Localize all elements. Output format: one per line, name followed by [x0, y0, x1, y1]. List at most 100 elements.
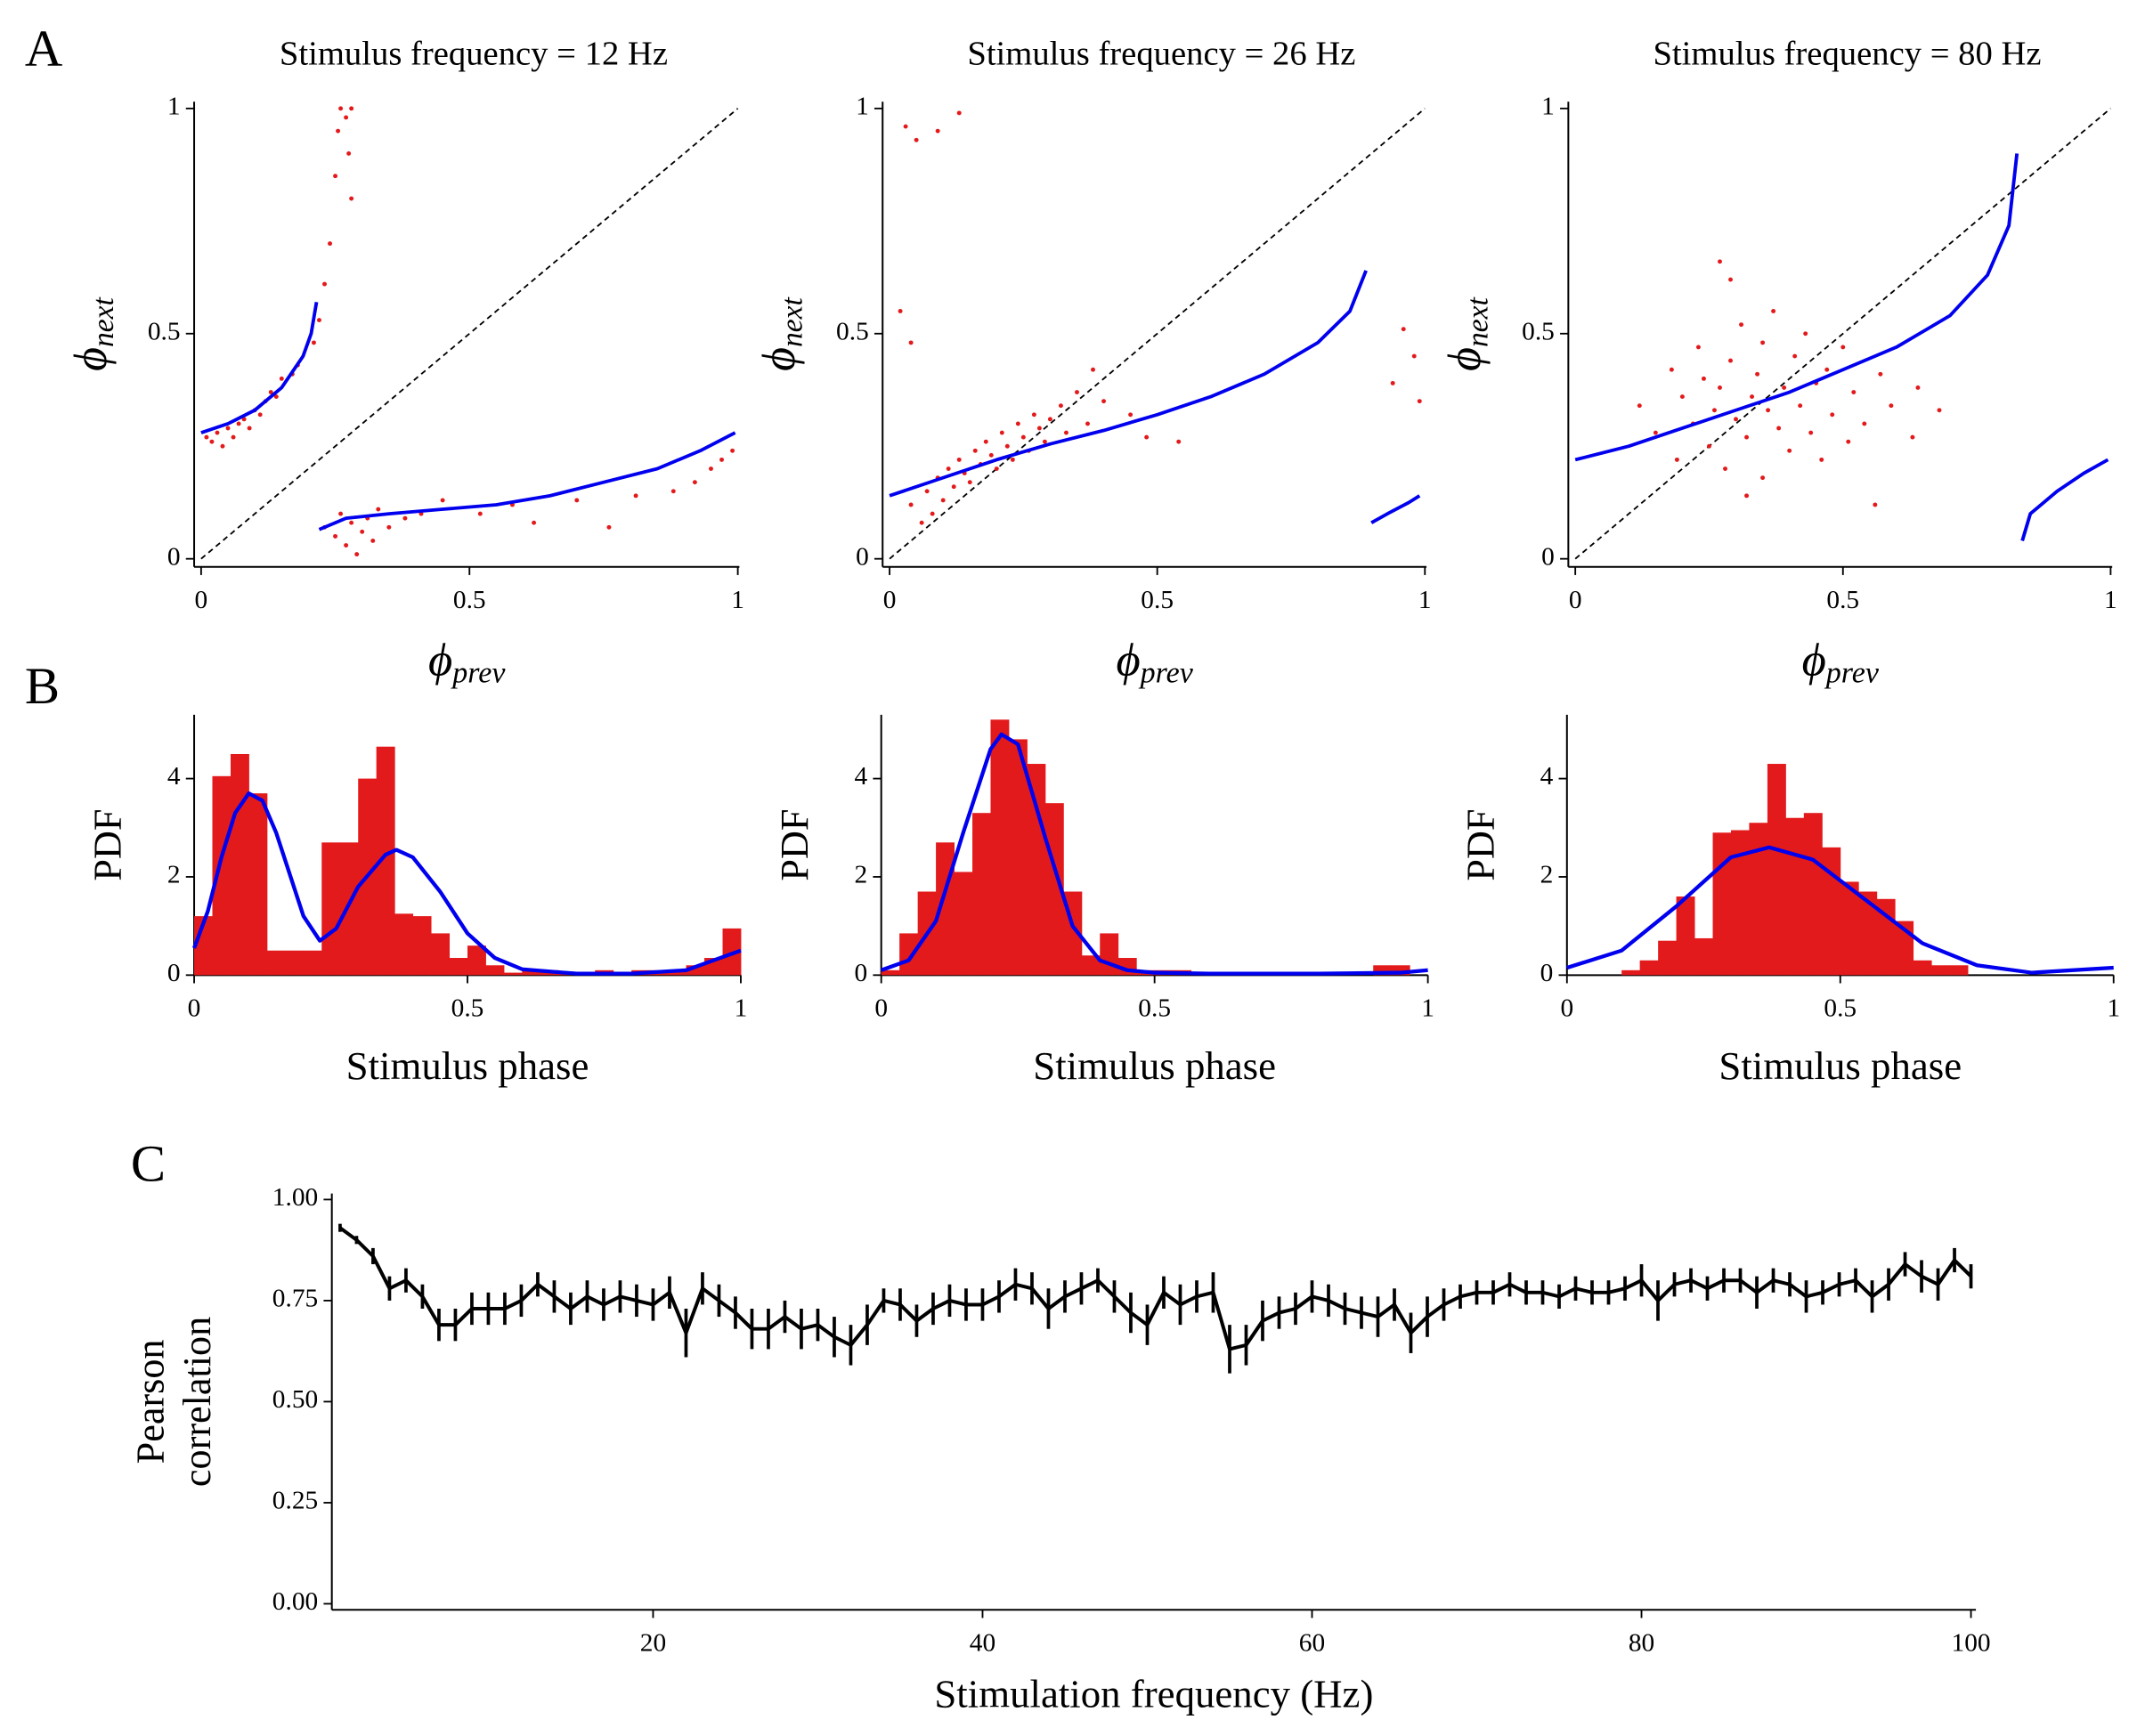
- scatter-point: [1669, 367, 1674, 372]
- y-tick-label: 0.5: [1522, 318, 1555, 346]
- scatter-point: [440, 498, 445, 503]
- scatter-point: [1910, 434, 1915, 440]
- scatter-point: [1718, 385, 1722, 390]
- histogram-bar: [467, 945, 486, 976]
- x-tick-label: 60: [1299, 1629, 1325, 1658]
- y-axis-label: PDF: [772, 809, 817, 881]
- scatter-point: [1739, 322, 1744, 328]
- x-tick-label: 1: [1418, 586, 1432, 614]
- x-label-symbol: ϕ: [428, 636, 452, 686]
- x-tick-label: 0.5: [1824, 994, 1857, 1023]
- scatter-point: [386, 524, 392, 530]
- histogram-bar: [431, 933, 451, 976]
- x-tick-label: 1: [2104, 586, 2117, 614]
- x-axis-label: Stimulus phase: [1719, 1043, 1962, 1088]
- scatter-point: [1085, 421, 1090, 426]
- scatter-point: [257, 412, 263, 418]
- y-tick-label: 2: [855, 861, 868, 889]
- scatter-point: [935, 128, 940, 134]
- scatter-point: [994, 466, 999, 471]
- scatter-point: [999, 430, 1004, 435]
- x-tick-label: 20: [640, 1629, 666, 1658]
- scatter-point: [1144, 434, 1150, 440]
- histogram-bar: [321, 842, 341, 976]
- x-axis-label: Stimulation frequency (Hz): [934, 1672, 1373, 1716]
- scatter-point: [1004, 443, 1010, 449]
- histogram-bar: [1767, 764, 1786, 976]
- scatter-point: [1718, 259, 1722, 264]
- scatter-point: [1036, 426, 1042, 431]
- scatter-point: [1723, 466, 1727, 471]
- scatter-point: [1873, 502, 1878, 507]
- scatter-point: [1712, 408, 1717, 413]
- scatter-point: [1176, 439, 1182, 444]
- identity-line: [889, 108, 1426, 560]
- scatter-point: [268, 390, 273, 394]
- scatter-point: [914, 137, 919, 142]
- scatter-point: [349, 196, 354, 201]
- x-tick-label: 40: [970, 1629, 995, 1658]
- scatter-point: [1851, 390, 1857, 394]
- scatter-point: [1411, 353, 1417, 359]
- scatter-point: [719, 457, 725, 462]
- x-tick-label: 0: [1560, 994, 1573, 1023]
- y-label-symbol: ϕ: [1440, 347, 1491, 371]
- scatter-point: [1862, 421, 1867, 426]
- scatter-point: [1846, 439, 1851, 444]
- x-tick-label: 0.5: [453, 586, 486, 614]
- histogram-bar: [266, 950, 286, 976]
- x-tick-label: 1: [731, 586, 744, 614]
- scatter-point: [1010, 457, 1015, 462]
- scatter-point: [1058, 403, 1063, 409]
- scatter-point: [1679, 394, 1685, 400]
- scatter-point: [236, 421, 241, 426]
- scatter-point: [376, 507, 381, 512]
- y-tick-label: 0: [167, 959, 181, 987]
- scatter-point: [1787, 448, 1792, 453]
- y-tick-label: 0.50: [272, 1385, 318, 1414]
- histogram-bar: [230, 753, 249, 976]
- histogram-bar: [522, 969, 541, 976]
- y-tick-label: 4: [855, 762, 868, 791]
- scatter-point: [273, 394, 279, 400]
- scatter-point: [338, 511, 344, 516]
- scatter-point: [1803, 331, 1808, 337]
- y-tick-label: 4: [167, 762, 181, 791]
- scatter-point: [204, 434, 209, 440]
- y-label-symbol: ϕ: [754, 347, 805, 371]
- scatter-point: [220, 443, 225, 449]
- y-tick-label: 0: [1540, 959, 1554, 987]
- scatter-point: [951, 484, 956, 490]
- histogram-bar: [376, 746, 395, 976]
- histogram-bar: [1730, 830, 1750, 976]
- scatter-point: [1042, 439, 1047, 444]
- scatter-point: [360, 529, 365, 534]
- chart-title: Stimulus frequency = 80 Hz: [1653, 36, 2041, 73]
- y-tick-label: 0.5: [836, 318, 869, 346]
- identity-line: [200, 108, 739, 560]
- x-tick-label: 80: [1629, 1629, 1654, 1658]
- fit-curve: [889, 270, 1421, 524]
- x-label-subscript: prev: [1139, 657, 1193, 690]
- y-axis-label: ϕnext: [65, 296, 120, 371]
- scatter-point: [1047, 417, 1052, 422]
- histogram-bar: [686, 965, 705, 976]
- scatter-point: [241, 417, 247, 422]
- y-axis-label: Pearson: [127, 1340, 172, 1464]
- histogram-bar: [1858, 891, 1878, 976]
- scatter-point: [231, 434, 236, 440]
- histogram-bar: [1949, 965, 1969, 976]
- scatter-point: [670, 489, 676, 494]
- panel-label: B: [25, 658, 60, 716]
- fit-curve: [200, 302, 736, 531]
- scatter-point: [924, 489, 930, 494]
- chart-title: Stimulus frequency = 12 Hz: [280, 36, 668, 73]
- x-tick-label: 1: [735, 994, 748, 1023]
- scatter-point: [1830, 412, 1835, 418]
- scatter-point: [708, 466, 713, 471]
- histogram-bar: [212, 775, 232, 976]
- x-label-symbol: ϕ: [1802, 636, 1826, 686]
- y-tick-label: 0.25: [272, 1487, 318, 1515]
- histogram-bar: [1621, 969, 1641, 976]
